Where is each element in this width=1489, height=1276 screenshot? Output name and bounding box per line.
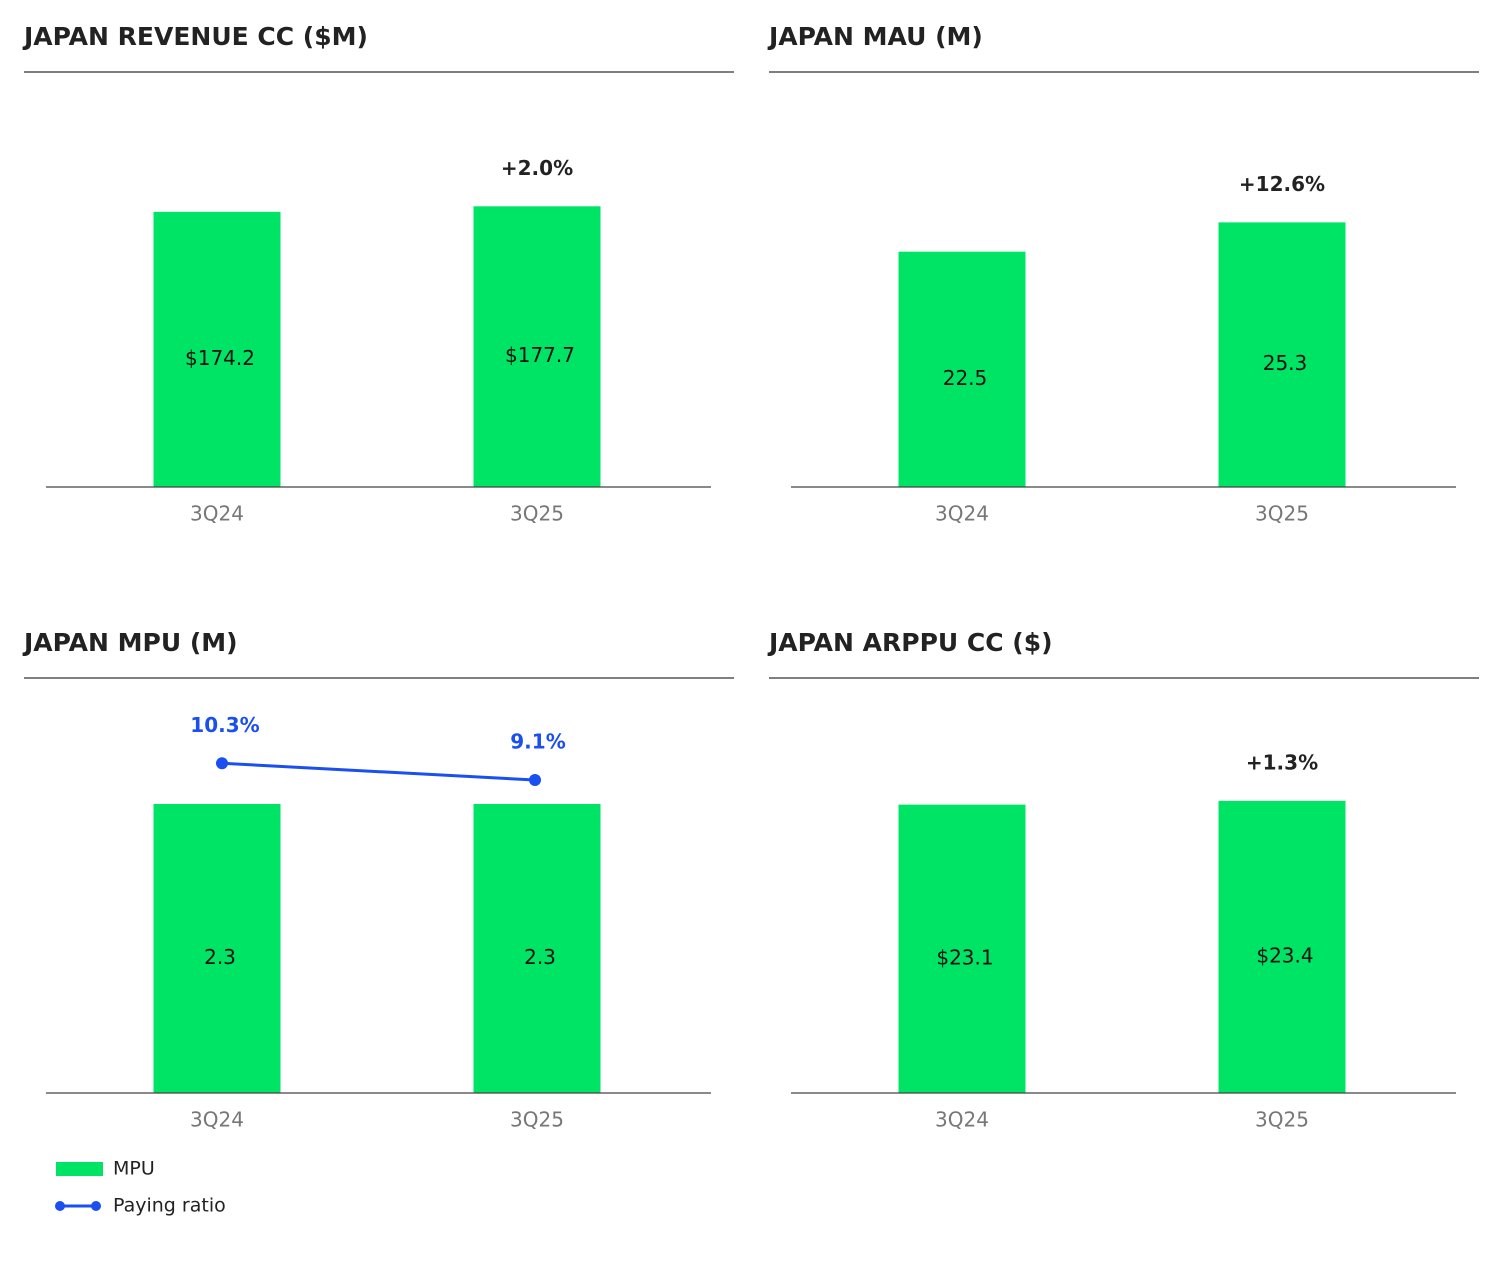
line-point	[216, 757, 228, 770]
chart-title: JAPAN MAU (M)	[767, 22, 983, 51]
bar	[473, 804, 601, 1093]
value-label: 9.1%	[510, 730, 565, 754]
value-label: 22.5	[943, 366, 988, 390]
value-label: $23.1	[936, 945, 993, 969]
value-label: 25.3	[1263, 351, 1308, 375]
bar	[153, 211, 281, 488]
chart-title: JAPAN REVENUE CC ($M)	[22, 22, 368, 51]
x-tick-label: 3Q25	[510, 1108, 564, 1132]
growth-annotation: +12.6%	[1239, 172, 1325, 196]
value-label: 2.3	[204, 945, 236, 969]
line	[221, 761, 536, 782]
legend-label: Paying ratio	[113, 1195, 226, 1217]
x-tick-label: 3Q25	[1255, 1108, 1309, 1132]
chart-title: JAPAN ARPPU CC ($)	[767, 628, 1053, 657]
bar	[1218, 222, 1346, 487]
chart-title: JAPAN MPU (M)	[22, 628, 238, 657]
legend-swatch	[91, 1201, 101, 1211]
value-label: 2.3	[524, 945, 556, 969]
bar	[1218, 800, 1346, 1093]
growth-annotation: +1.3%	[1246, 750, 1318, 774]
line-point	[529, 774, 541, 787]
legend-swatch	[55, 1201, 65, 1211]
bar	[898, 251, 1026, 487]
legend-label: MPU	[113, 1158, 155, 1180]
x-tick-label: 3Q25	[1255, 502, 1309, 526]
x-tick-label: 3Q25	[510, 502, 564, 526]
x-tick-label: 3Q24	[190, 502, 244, 526]
growth-annotation: +2.0%	[501, 156, 573, 180]
bar	[898, 804, 1026, 1093]
legend-swatch	[56, 1162, 103, 1176]
value-label: $174.2	[185, 346, 255, 370]
value-label: $177.7	[505, 343, 575, 367]
value-label: $23.4	[1256, 943, 1313, 967]
x-tick-label: 3Q24	[190, 1108, 244, 1132]
x-tick-label: 3Q24	[935, 502, 989, 526]
value-label: 10.3%	[190, 713, 259, 737]
x-tick-label: 3Q24	[935, 1108, 989, 1132]
bar	[153, 804, 281, 1093]
bar	[473, 206, 601, 488]
